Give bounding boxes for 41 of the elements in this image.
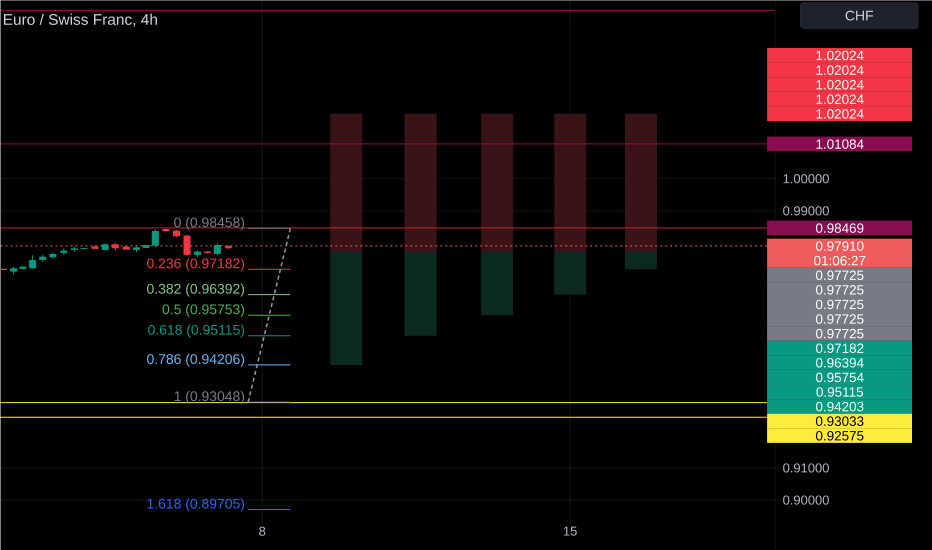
text: 0.97725 [816, 270, 864, 280]
y-tick-label: 0.90000 [783, 495, 829, 504]
ref-line-label: 0 (0.98458) [174, 216, 244, 230]
ref-line-label: 0.5 (0.95753) [162, 304, 244, 317]
y-tick-label: 1.00000 [784, 174, 829, 184]
ref-line-label: 1 (0.93048) [174, 390, 244, 404]
text: 1.02024 [816, 65, 864, 75]
text: 0.98469 [816, 223, 864, 233]
text: 0.95115 [816, 387, 863, 397]
ref-line-label: 1.618 (0.89705) [148, 498, 244, 512]
text: 0.97725 [816, 284, 864, 294]
ref-line-label: 0.786 (0.94206) [147, 354, 244, 367]
x-tick-label: 8 [259, 526, 266, 536]
ref-line-label: 0.382 (0.96392) [147, 283, 244, 296]
candlestick [184, 234, 191, 256]
text: 1.02024 [816, 109, 864, 119]
candlestick [152, 228, 159, 248]
text: 0.97725 [816, 328, 864, 338]
text: 1.01084 [816, 139, 864, 149]
x-tick-label: 15 [564, 526, 577, 536]
text: CHF [846, 10, 874, 20]
text: 0.97725 [816, 314, 864, 324]
y-tick-label: 0.99000 [783, 206, 829, 216]
text: 0.95754 [816, 372, 864, 382]
text: 0.97910 [816, 241, 864, 251]
ref-line-label: 0.618 (0.95115) [148, 324, 244, 338]
text: 0.92575 [816, 430, 864, 440]
candlestick [29, 254, 36, 269]
text: Euro / Swiss Franc, 4h [4, 13, 157, 27]
text: 1.02024 [816, 80, 864, 90]
text: 0.97182 [816, 343, 864, 353]
text: 1.02024 [816, 94, 864, 104]
text: 0.96394 [816, 358, 864, 368]
text: 0.94203 [816, 402, 864, 412]
candlestick [214, 242, 221, 256]
y-tick-label: 0.91000 [783, 463, 829, 472]
ref-line-label: 0.236 (0.97182) [147, 258, 244, 271]
text: 1.02024 [816, 50, 864, 60]
text: 0.93033 [816, 416, 864, 426]
text: 0.97725 [816, 300, 864, 310]
text: 01:06:27 [814, 256, 866, 266]
